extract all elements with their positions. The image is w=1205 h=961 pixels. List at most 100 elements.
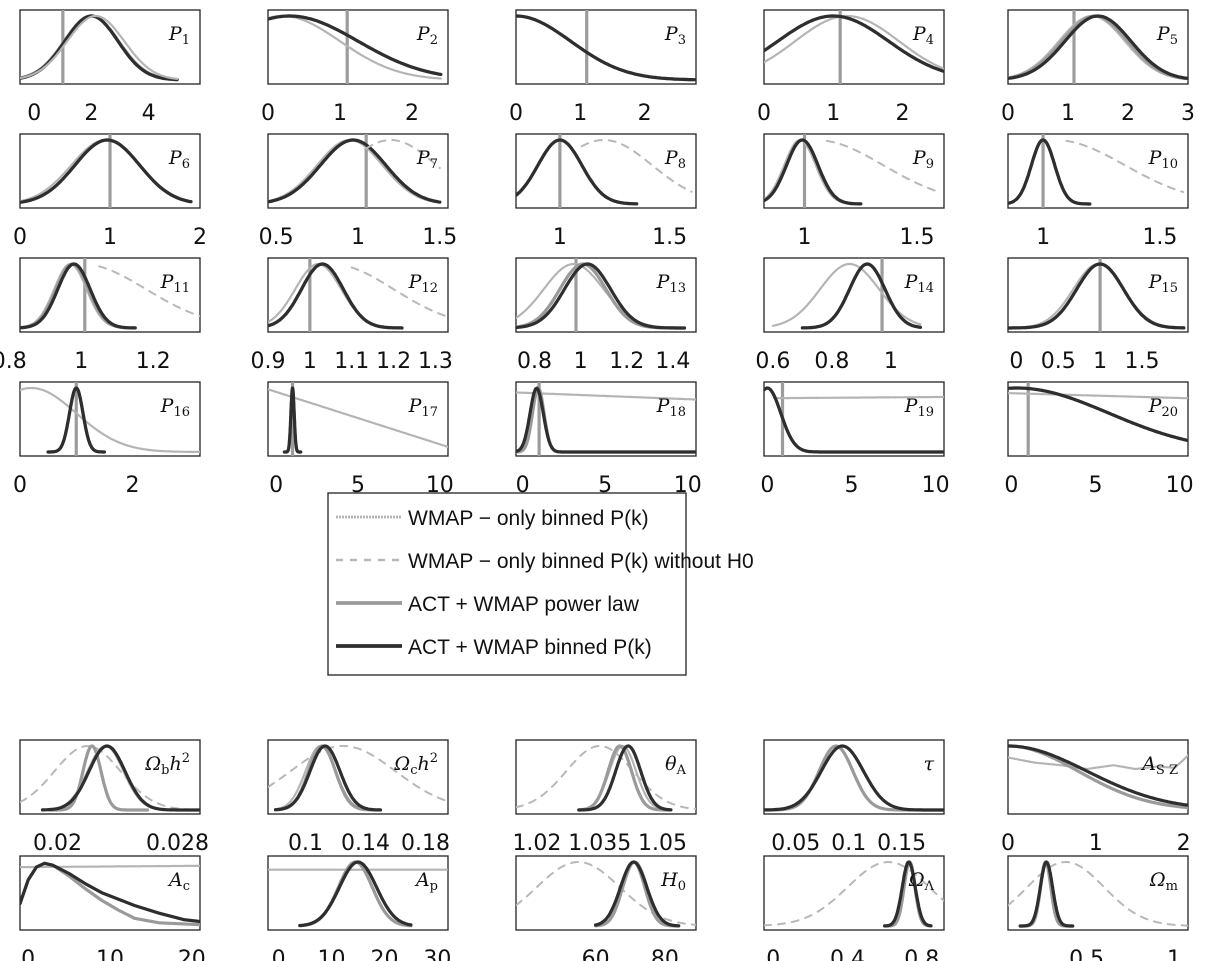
panel-label: P14	[904, 271, 934, 296]
panel-label: H0	[660, 869, 686, 894]
series-act-binned	[764, 14, 944, 73]
series-wmap-noh0	[1008, 861, 1188, 927]
series-wmap	[20, 14, 179, 80]
tick-label: 0.14	[341, 831, 390, 856]
plot-area	[268, 382, 448, 456]
tick-label: 1.3	[418, 349, 453, 374]
panel-p9: P9 1 1.5	[763, 133, 945, 250]
tick-label: 1.2	[136, 349, 171, 374]
panel-omega-b-h-2: Ωbh2 0.02 0.028	[19, 739, 209, 856]
tick-label: 0.8	[904, 947, 939, 961]
panel-label: ΩΛ	[908, 869, 935, 894]
series-wmap	[764, 14, 944, 70]
tick-label: 1	[103, 225, 117, 250]
tick-label: 0	[516, 473, 530, 498]
series-wmap-noh0	[580, 139, 693, 193]
tick-label: 0	[757, 101, 771, 126]
series-act-pl	[48, 744, 150, 812]
plot-area	[20, 382, 200, 456]
tick-label: 0	[13, 473, 27, 498]
panel-label: P7	[416, 147, 438, 172]
plot-area	[764, 382, 944, 456]
tick-label: 20	[370, 947, 398, 961]
plot-area	[268, 258, 448, 332]
panel-frame	[763, 133, 945, 209]
panel-label: τ	[923, 753, 934, 775]
panel-label: P8	[664, 147, 686, 172]
tick-label: 0	[509, 101, 523, 126]
tick-label: 0	[1004, 473, 1018, 498]
panel-p4: P4 0 1 2	[757, 9, 945, 126]
tick-label: 1	[573, 101, 587, 126]
panel-frame	[267, 739, 449, 815]
plot-area	[268, 10, 443, 84]
series-act-binned	[516, 262, 687, 330]
tick-label: 5	[351, 473, 365, 498]
tick-label: 3	[1181, 101, 1195, 126]
tick-label: 1	[74, 349, 88, 374]
panel-frame	[19, 9, 201, 85]
panel-p19: P19 0 5 10	[760, 381, 950, 498]
panel-label: P1	[168, 23, 190, 48]
tick-label: 1.2	[376, 349, 411, 374]
panel-label: Ωch2	[393, 751, 438, 778]
series-wmap-noh0	[1065, 139, 1185, 194]
tick-label: 20	[178, 947, 206, 961]
tick-label: 0.8	[814, 349, 849, 374]
series-wmap-noh0	[365, 139, 441, 169]
plot-area	[1008, 134, 1185, 208]
tick-label: 10	[922, 473, 950, 498]
tick-label: 1.5	[900, 225, 935, 250]
series-act-binned	[20, 861, 200, 924]
panel-frame	[267, 855, 449, 931]
plot-area	[764, 134, 941, 208]
series-wmap	[1008, 392, 1188, 400]
panel-label: P3	[664, 23, 686, 48]
panel-p10: P10 1 1.5	[1007, 133, 1189, 250]
series-act-binned	[273, 744, 383, 812]
series-act-binned	[268, 14, 443, 76]
plot-area	[516, 134, 693, 208]
legend-label: ACT + WMAP power law	[408, 593, 640, 616]
panel-p12: P12 0.9 1 1.1 1.2 1.3	[251, 257, 453, 374]
series-wmap-noh0	[826, 139, 941, 194]
plot-area	[516, 744, 696, 812]
panel-label: P6	[168, 147, 190, 172]
tick-label: 1	[574, 349, 588, 374]
tick-label: 2	[193, 225, 207, 250]
panel-label: P10	[1148, 147, 1178, 172]
series-act-binned	[1008, 14, 1188, 80]
tick-label: 0.02	[33, 831, 82, 856]
tick-label: 0	[766, 947, 780, 961]
tick-label: 2	[84, 101, 98, 126]
tick-label: 1.1	[334, 349, 369, 374]
plot-area	[1008, 10, 1188, 84]
panel-p2: P2 0 1 2	[261, 9, 449, 126]
tick-label: 0	[272, 947, 286, 961]
plot-area	[268, 744, 448, 812]
series-act-binned	[1008, 386, 1188, 443]
series-act-binned	[1018, 860, 1075, 928]
tick-label: 0	[27, 101, 41, 126]
plot-area	[20, 10, 179, 84]
tick-label: 0.5	[259, 225, 294, 250]
series-wmap-noh0	[350, 266, 448, 318]
series-act-binned	[516, 14, 696, 82]
tick-label: 0	[1001, 101, 1015, 126]
panel-frame	[763, 257, 945, 333]
tick-label: 0	[21, 947, 35, 961]
plot-area	[20, 134, 193, 208]
series-act-binned	[298, 860, 413, 928]
series-act-binned	[764, 386, 944, 454]
tick-label: 1	[1093, 349, 1107, 374]
tick-label: 0.028	[146, 831, 209, 856]
panel-label: P2	[416, 23, 438, 48]
panel-frame	[515, 9, 697, 85]
tick-label: 0.15	[877, 831, 926, 856]
series-wmap-noh0	[516, 745, 696, 810]
series-act-binned	[516, 386, 696, 454]
panel-frame	[1007, 257, 1189, 333]
panel-frame	[267, 9, 449, 85]
tick-label: 1.5	[1124, 349, 1159, 374]
tick-label: 2	[1121, 101, 1135, 126]
